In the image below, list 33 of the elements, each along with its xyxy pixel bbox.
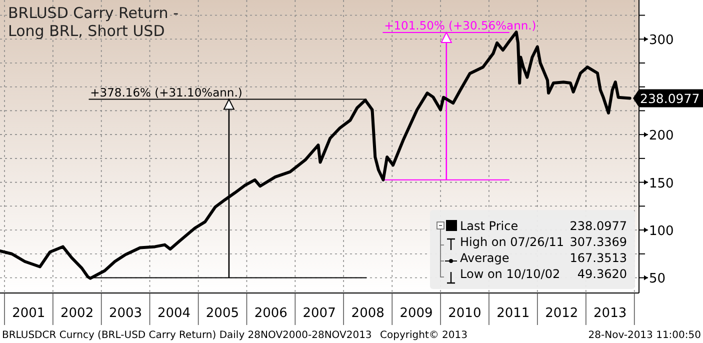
y-tick-label: 100: [649, 224, 674, 240]
annotation: +378.16% (+31.10%ann.): [90, 85, 242, 100]
x-tick-label: 2002: [60, 306, 94, 321]
annotation: 49.3620: [577, 267, 627, 281]
y-tick-label: 200: [649, 128, 674, 144]
x-tick-label: 2011: [496, 306, 530, 321]
x-tick-label: 2006: [254, 306, 288, 321]
annotation: High on 07/26/11: [460, 235, 564, 249]
text: BRLUSDCR Curncy (BRL-USD Carry Return) Daily 28NOV2000-28NOV2013: [2, 330, 372, 341]
x-tick-label: 2009: [400, 306, 433, 321]
y-tick-label: 300: [649, 33, 674, 48]
x-tick-label: 2007: [302, 306, 336, 321]
y-tick-label: 50: [649, 272, 666, 287]
text: Copyright© 2013: [380, 330, 468, 341]
x-tick-label: 2004: [157, 306, 191, 321]
x-tick-label: 2013: [594, 306, 627, 321]
annotation: 307.3369: [570, 235, 627, 249]
x-tick-label: 2003: [108, 306, 142, 321]
x-tick-label: 2008: [351, 306, 384, 321]
annotation: Average: [460, 251, 510, 265]
text: 238.0977: [640, 91, 700, 106]
annotation: 167.3513: [570, 251, 627, 265]
annotation: Low on 10/10/02: [460, 267, 560, 281]
text: 28-Nov-2013 11:00:50: [588, 330, 701, 341]
annotation: +101.50% (+30.56%ann.): [384, 18, 536, 32]
x-tick-label: 2012: [545, 306, 578, 321]
legend-label: Last Price: [460, 219, 518, 233]
x-tick-label: 2010: [448, 306, 482, 321]
text: BRLUSD Carry Return - Long BRL, Short USD: [8, 4, 178, 40]
x-tick-label: 2005: [206, 306, 240, 321]
x-tick-label: 2001: [12, 306, 46, 321]
y-tick-label: 150: [649, 176, 674, 192]
annotation: 238.0977: [570, 219, 627, 233]
